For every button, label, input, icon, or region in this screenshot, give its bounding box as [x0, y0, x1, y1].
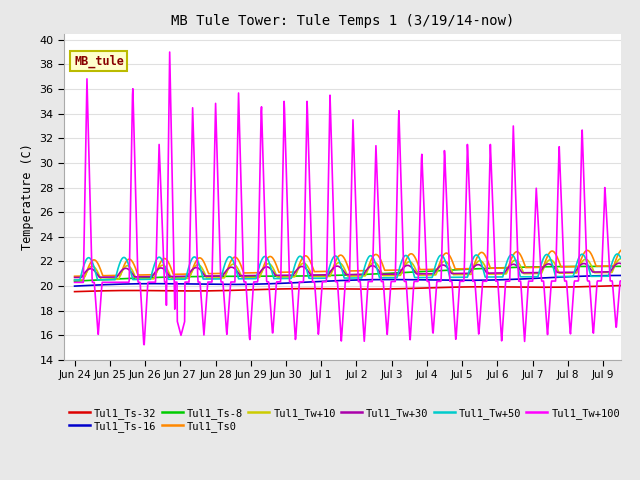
- Text: MB_tule: MB_tule: [74, 55, 124, 68]
- Y-axis label: Temperature (C): Temperature (C): [20, 144, 34, 250]
- Title: MB Tule Tower: Tule Temps 1 (3/19/14-now): MB Tule Tower: Tule Temps 1 (3/19/14-now…: [171, 14, 514, 28]
- Legend: Tul1_Ts-32, Tul1_Ts-16, Tul1_Ts-8, Tul1_Ts0, Tul1_Tw+10, Tul1_Tw+30, Tul1_Tw+50,: Tul1_Ts-32, Tul1_Ts-16, Tul1_Ts-8, Tul1_…: [69, 408, 620, 432]
